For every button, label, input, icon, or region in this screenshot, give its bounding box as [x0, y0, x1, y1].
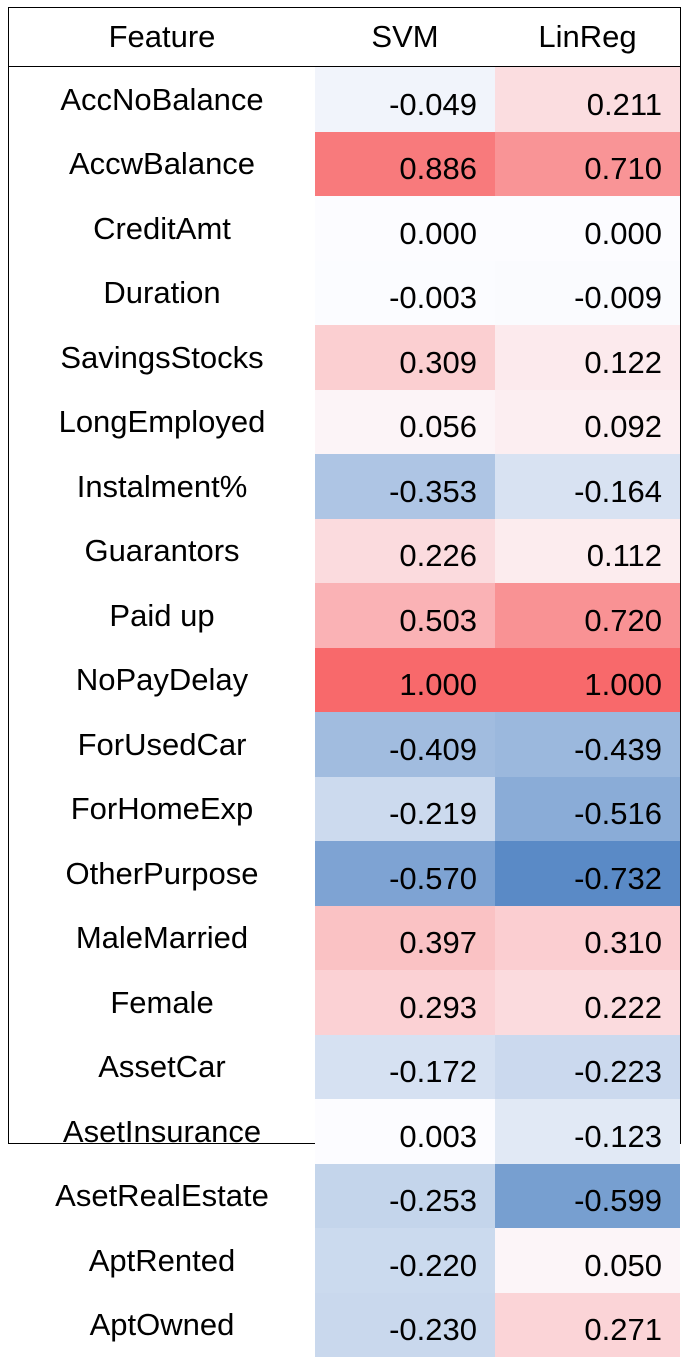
linreg-cell: -0.223	[495, 1035, 680, 1100]
linreg-cell: 0.310	[495, 906, 680, 971]
feature-label: ForHomeExp	[9, 777, 315, 842]
svm-cell: -0.230	[315, 1293, 495, 1357]
linreg-cell: 0.222	[495, 970, 680, 1035]
svm-cell: -0.003	[315, 261, 495, 326]
linreg-cell: 0.050	[495, 1228, 680, 1293]
feature-label: AssetCar	[9, 1035, 315, 1100]
feature-label: AsetInsurance	[9, 1099, 315, 1164]
table-row: ForHomeExp-0.219-0.516	[9, 777, 680, 842]
svm-cell: 0.293	[315, 970, 495, 1035]
feature-label: SavingsStocks	[9, 325, 315, 390]
linreg-cell: 0.710	[495, 132, 680, 197]
linreg-cell: -0.732	[495, 841, 680, 906]
svm-cell: -0.172	[315, 1035, 495, 1100]
feature-label: AptOwned	[9, 1293, 315, 1357]
linreg-cell: 1.000	[495, 648, 680, 713]
feature-label: CreditAmt	[9, 196, 315, 261]
svm-cell: -0.220	[315, 1228, 495, 1293]
header-row: Feature SVM LinReg	[9, 8, 680, 67]
svm-cell: 1.000	[315, 648, 495, 713]
feature-label: Duration	[9, 261, 315, 326]
feature-label: AccNoBalance	[9, 67, 315, 132]
table-row: AssetCar-0.172-0.223	[9, 1035, 680, 1100]
feature-label: Paid up	[9, 583, 315, 648]
svm-cell: 0.056	[315, 390, 495, 455]
feature-label: Instalment%	[9, 454, 315, 519]
svm-cell: 0.000	[315, 196, 495, 261]
svm-cell: 0.226	[315, 519, 495, 584]
linreg-cell: 0.000	[495, 196, 680, 261]
header-linreg: LinReg	[495, 8, 680, 67]
svm-cell: 0.003	[315, 1099, 495, 1164]
feature-label: OtherPurpose	[9, 841, 315, 906]
table-row: Instalment%-0.353-0.164	[9, 454, 680, 519]
table-row: ForUsedCar-0.409-0.439	[9, 712, 680, 777]
header-feature: Feature	[9, 8, 315, 67]
feature-label: AsetRealEstate	[9, 1164, 315, 1229]
svm-cell: 0.309	[315, 325, 495, 390]
feature-label: Guarantors	[9, 519, 315, 584]
svm-cell: 0.397	[315, 906, 495, 971]
svm-cell: -0.409	[315, 712, 495, 777]
linreg-cell: 0.092	[495, 390, 680, 455]
linreg-cell: -0.009	[495, 261, 680, 326]
feature-label: AptRented	[9, 1228, 315, 1293]
linreg-cell: 0.211	[495, 67, 680, 132]
header-svm: SVM	[315, 8, 495, 67]
linreg-cell: 0.271	[495, 1293, 680, 1357]
linreg-cell: -0.164	[495, 454, 680, 519]
linreg-cell: -0.123	[495, 1099, 680, 1164]
svm-cell: 0.503	[315, 583, 495, 648]
table-row: AsetRealEstate-0.253-0.599	[9, 1164, 680, 1229]
svm-cell: -0.253	[315, 1164, 495, 1229]
svm-cell: -0.353	[315, 454, 495, 519]
feature-label: MaleMarried	[9, 906, 315, 971]
table-row: OtherPurpose-0.570-0.732	[9, 841, 680, 906]
linreg-cell: -0.599	[495, 1164, 680, 1229]
feature-label: Female	[9, 970, 315, 1035]
feature-label: AccwBalance	[9, 132, 315, 197]
feature-label: NoPayDelay	[9, 648, 315, 713]
svm-cell: 0.886	[315, 132, 495, 197]
svm-cell: -0.570	[315, 841, 495, 906]
feature-label: ForUsedCar	[9, 712, 315, 777]
table-row: Duration-0.003-0.009	[9, 261, 680, 326]
feature-label: LongEmployed	[9, 390, 315, 455]
svm-cell: -0.049	[315, 67, 495, 132]
linreg-cell: 0.112	[495, 519, 680, 584]
linreg-cell: 0.720	[495, 583, 680, 648]
linreg-cell: 0.122	[495, 325, 680, 390]
linreg-cell: -0.516	[495, 777, 680, 842]
svm-cell: -0.219	[315, 777, 495, 842]
linreg-cell: -0.439	[495, 712, 680, 777]
